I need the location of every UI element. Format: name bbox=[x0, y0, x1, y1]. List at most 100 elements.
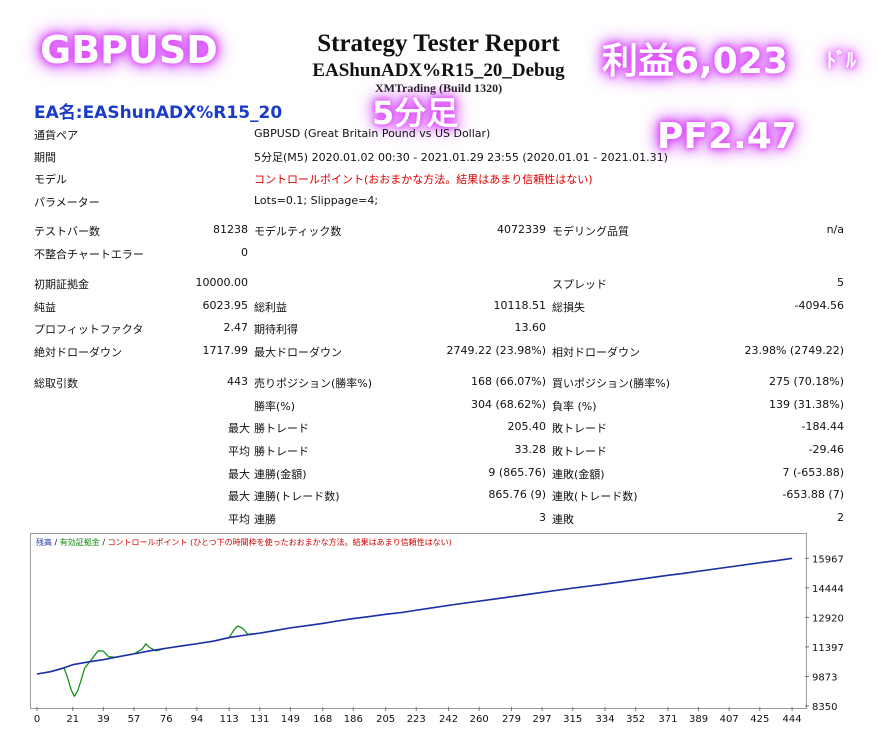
profit-unit-caption: ﾄﾞﾙ bbox=[826, 48, 856, 72]
report-title: Strategy Tester Report bbox=[317, 30, 560, 57]
quality-label: モデリング品質 bbox=[552, 225, 629, 238]
y-tick-label: 14444 bbox=[812, 584, 844, 595]
balance-chart-frame bbox=[30, 533, 807, 709]
symbol-value: GBPUSD (Great Britain Pound vs US Dollar… bbox=[254, 127, 491, 140]
legend-separator: / bbox=[52, 538, 60, 547]
equity-line bbox=[36, 557, 793, 697]
largest-win-value: 205.40 bbox=[507, 420, 547, 433]
x-tick-label: 223 bbox=[407, 714, 426, 725]
long-positions-value: 275 (70.18%) bbox=[768, 375, 844, 388]
bars-label: テストバー数 bbox=[34, 225, 100, 238]
consecutive-profit-value: 865.76 (9) bbox=[488, 488, 546, 501]
total-trades-value: 443 bbox=[227, 375, 248, 388]
model-label: モデル bbox=[34, 173, 67, 186]
params-label: パラメーター bbox=[34, 196, 100, 209]
x-tick-label: 57 bbox=[128, 714, 141, 725]
gross-loss-value: -4094.56 bbox=[794, 299, 844, 312]
x-tick-label: 131 bbox=[250, 714, 269, 725]
ticks-value: 4072339 bbox=[497, 223, 546, 236]
legend-note: コントロールポイント (ひとつ下の時間枠を使ったおおまかな方法。結果はあまり信頼… bbox=[107, 538, 452, 547]
chart-legend: 残高 / 有効証拠金 / コントロールポイント (ひとつ下の時間枠を使ったおおま… bbox=[36, 537, 452, 548]
consecutive-loss-value: -653.88 (7) bbox=[782, 488, 844, 501]
avg-consecutive-wins-label: 連勝 bbox=[254, 513, 276, 526]
legend-equity: 有効証拠金 bbox=[59, 538, 100, 547]
x-tick-label: 315 bbox=[563, 714, 582, 725]
y-tick-label: 15967 bbox=[812, 554, 844, 565]
consecutive-loss-label: 連敗(トレード数) bbox=[552, 490, 638, 503]
x-tick-label: 21 bbox=[66, 714, 79, 725]
x-tick-label: 39 bbox=[97, 714, 110, 725]
errors-value: 0 bbox=[241, 246, 248, 259]
short-positions-value: 168 (66.07%) bbox=[470, 375, 546, 388]
pf-caption: PF2.47 bbox=[657, 116, 797, 157]
y-tick-label: 8350 bbox=[812, 702, 837, 713]
consecutive-profit-label: 連勝(トレード数) bbox=[254, 490, 340, 503]
total-trades-label: 総取引数 bbox=[34, 377, 78, 390]
average-label: 平均 bbox=[228, 445, 250, 458]
average-loss-value: -29.46 bbox=[808, 443, 844, 456]
x-tick-label: 389 bbox=[689, 714, 708, 725]
max-drawdown-label: 最大ドローダウン bbox=[254, 346, 342, 359]
abs-drawdown-label: 絶対ドローダウン bbox=[34, 346, 122, 359]
net-profit-label: 純益 bbox=[34, 301, 56, 314]
net-profit-value: 6023.95 bbox=[202, 299, 249, 312]
largest-loss-label: 敗トレード bbox=[552, 422, 607, 435]
bars-value: 81238 bbox=[213, 223, 248, 236]
x-tick-label: 425 bbox=[750, 714, 769, 725]
max-label: 最大 bbox=[228, 422, 250, 435]
x-tick-label: 0 bbox=[34, 714, 40, 725]
deposit-value: 10000.00 bbox=[195, 276, 249, 289]
x-tick-label: 168 bbox=[313, 714, 332, 725]
spread-value: 5 bbox=[837, 276, 844, 289]
x-tick-label: 260 bbox=[470, 714, 489, 725]
win-rate-value: 304 (68.62%) bbox=[470, 398, 546, 411]
loss-rate-label: 負率 (%) bbox=[552, 400, 597, 413]
loss-rate-value: 139 (31.38%) bbox=[768, 398, 844, 411]
gross-loss-label: 総損失 bbox=[552, 301, 585, 314]
model-value: コントロールポイント(おおまかな方法。結果はあまり信頼性はない) bbox=[254, 173, 593, 186]
consecutive-wins-value: 9 (865.76) bbox=[488, 466, 546, 479]
max-drawdown-value: 2749.22 (23.98%) bbox=[446, 344, 546, 357]
x-tick-label: 297 bbox=[533, 714, 552, 725]
x-tick-label: 371 bbox=[658, 714, 677, 725]
errors-label: 不整合チャートエラー bbox=[34, 248, 144, 261]
expected-payoff-label: 期待利得 bbox=[254, 323, 298, 336]
broker-build: XMTrading (Build 1320) bbox=[374, 81, 503, 95]
x-tick-label: 242 bbox=[439, 714, 458, 725]
legend-separator: / bbox=[99, 538, 108, 547]
consecutive-wins-label: 連勝(金額) bbox=[254, 468, 307, 481]
x-tick-label: 279 bbox=[502, 714, 521, 725]
x-tick-label: 352 bbox=[626, 714, 645, 725]
legend-balance: 残高 bbox=[36, 538, 52, 547]
average-win-label: 勝トレード bbox=[254, 445, 309, 458]
expected-payoff-value: 13.60 bbox=[514, 321, 547, 334]
profit-factor-label: プロフィットファクタ bbox=[34, 323, 144, 336]
y-tick-label: 12920 bbox=[812, 613, 844, 624]
pair-caption: GBPUSD bbox=[40, 28, 218, 72]
win-rate-label: 勝率(%) bbox=[254, 400, 296, 413]
profit-caption: 利益6,023 bbox=[602, 41, 788, 82]
gross-profit-value: 10118.51 bbox=[493, 299, 547, 312]
x-tick-label: 94 bbox=[190, 714, 203, 725]
quality-value: n/a bbox=[826, 223, 844, 236]
ea-name-caption: EA名:EAShunADX%R15_20 bbox=[34, 103, 283, 123]
max-label: 最大 bbox=[228, 468, 250, 481]
average-win-value: 33.28 bbox=[514, 443, 547, 456]
timeframe-caption: 5分足 bbox=[372, 94, 459, 132]
gross-profit-label: 総利益 bbox=[254, 301, 287, 314]
max-label: 最大 bbox=[228, 490, 250, 503]
x-tick-label: 444 bbox=[783, 714, 802, 725]
period-value: 5分足(M5) 2020.01.02 00:30 - 2021.01.29 23… bbox=[254, 151, 668, 164]
deposit-label: 初期証拠金 bbox=[34, 278, 89, 291]
avg-consecutive-wins-value: 3 bbox=[539, 511, 546, 524]
ticks-label: モデルティック数 bbox=[254, 225, 342, 238]
balance-line bbox=[36, 557, 793, 675]
x-tick-label: 113 bbox=[220, 714, 239, 725]
x-tick-label: 149 bbox=[281, 714, 300, 725]
rel-drawdown-value: 23.98% (2749.22) bbox=[744, 344, 844, 357]
x-tick-label: 334 bbox=[595, 714, 614, 725]
consecutive-losses-value: 7 (-653.88) bbox=[782, 466, 844, 479]
rel-drawdown-label: 相対ドローダウン bbox=[552, 346, 640, 359]
y-tick-label: 9873 bbox=[812, 672, 837, 683]
